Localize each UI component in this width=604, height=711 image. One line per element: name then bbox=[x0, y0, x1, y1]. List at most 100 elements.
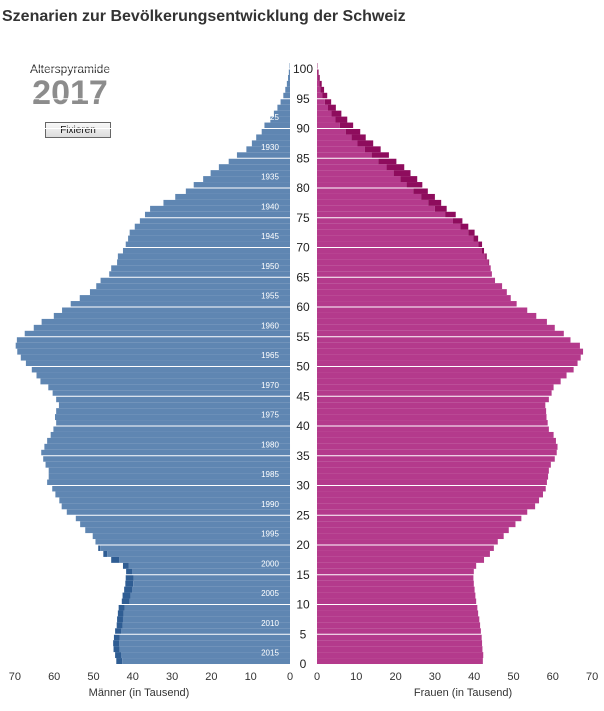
female-bar bbox=[317, 211, 446, 218]
female-bar bbox=[317, 628, 481, 635]
birth-year-label: 1965 bbox=[261, 351, 279, 360]
male-bar-extra bbox=[117, 616, 123, 623]
female-bar-extra bbox=[445, 211, 456, 218]
female-x-tick-label: 60 bbox=[547, 671, 559, 683]
female-bar bbox=[317, 330, 564, 337]
female-bar bbox=[317, 146, 365, 153]
female-bar bbox=[317, 348, 584, 355]
male-bar-extra bbox=[113, 640, 120, 647]
female-bar-extra bbox=[386, 164, 405, 171]
female-bar bbox=[317, 366, 574, 373]
female-bar bbox=[317, 158, 379, 165]
male-bar-extra bbox=[113, 634, 120, 641]
female-bars bbox=[317, 63, 584, 664]
male-x-tick-label: 50 bbox=[87, 671, 99, 683]
age-tick-label: 70 bbox=[296, 241, 310, 255]
fix-button[interactable]: Fixieren bbox=[45, 122, 111, 138]
male-bar bbox=[52, 390, 290, 397]
male-bar bbox=[52, 485, 291, 492]
female-bar bbox=[317, 336, 571, 343]
female-bar bbox=[317, 574, 474, 581]
male-bar bbox=[53, 426, 290, 432]
female-x-tick-label: 70 bbox=[586, 671, 598, 683]
male-bar-extra bbox=[111, 556, 120, 563]
female-bar bbox=[317, 205, 435, 212]
male-bar-extra bbox=[118, 604, 125, 611]
male-bar bbox=[50, 431, 290, 438]
female-bar bbox=[317, 140, 358, 147]
female-bar bbox=[317, 271, 492, 278]
age-tick-label: 35 bbox=[296, 449, 310, 463]
male-bar-extra bbox=[125, 574, 134, 581]
male-axis-label: Männer (in Tausend) bbox=[89, 687, 190, 699]
female-bar bbox=[317, 521, 516, 528]
male-bar bbox=[134, 223, 290, 230]
female-bar-extra bbox=[413, 188, 428, 194]
male-bar-extra bbox=[116, 622, 123, 629]
male-bar bbox=[203, 176, 290, 183]
male-bar-extra bbox=[103, 550, 108, 557]
female-bar bbox=[317, 301, 517, 307]
female-bar-extra bbox=[317, 69, 319, 75]
female-bar-extra bbox=[481, 247, 485, 254]
female-bar bbox=[317, 616, 480, 623]
female-bar bbox=[317, 473, 549, 480]
birth-year-label: 1975 bbox=[261, 411, 279, 420]
female-bar bbox=[317, 318, 547, 325]
female-bar-extra bbox=[331, 110, 342, 117]
female-bar-extra bbox=[324, 98, 332, 105]
birth-year-label: 1950 bbox=[261, 262, 279, 271]
female-bar bbox=[317, 640, 483, 647]
female-bar bbox=[317, 134, 352, 141]
male-bar bbox=[100, 545, 291, 551]
birth-year-label: 2000 bbox=[261, 559, 279, 568]
female-x-tick-label: 30 bbox=[429, 671, 441, 683]
male-bar bbox=[48, 467, 291, 474]
male-bar bbox=[193, 182, 290, 188]
male-x-tick-label: 20 bbox=[205, 671, 217, 683]
male-bar bbox=[43, 455, 291, 462]
female-bar-extra bbox=[478, 241, 483, 248]
male-bar bbox=[133, 580, 290, 587]
male-bar bbox=[210, 170, 290, 177]
birth-year-label: 1985 bbox=[261, 470, 279, 479]
female-bar bbox=[317, 176, 401, 183]
male-bar bbox=[59, 497, 291, 504]
birth-year-label: 2005 bbox=[261, 589, 279, 598]
male-bar bbox=[47, 479, 290, 486]
female-bar bbox=[317, 652, 484, 659]
female-bar bbox=[317, 259, 489, 266]
male-bar bbox=[56, 396, 290, 403]
male-bar-extra bbox=[122, 592, 131, 599]
female-bar bbox=[317, 354, 581, 361]
birth-year-label: 1925 bbox=[261, 113, 279, 122]
female-bar bbox=[317, 592, 476, 599]
age-tick-label: 25 bbox=[296, 508, 310, 522]
female-bar-extra bbox=[371, 152, 389, 159]
male-bar bbox=[56, 408, 290, 415]
birth-year-label: 1980 bbox=[261, 440, 279, 449]
male-bar bbox=[92, 533, 291, 540]
female-bar-extra bbox=[460, 223, 469, 230]
male-bar-extra bbox=[122, 562, 129, 569]
female-bar bbox=[317, 128, 346, 135]
male-bar bbox=[24, 330, 290, 337]
age-tick-label: 0 bbox=[300, 657, 307, 671]
age-tick-label: 20 bbox=[296, 538, 310, 552]
male-bar bbox=[285, 86, 290, 93]
female-bar bbox=[317, 449, 557, 456]
female-x-tick-label: 40 bbox=[468, 671, 480, 683]
age-tick-label: 10 bbox=[296, 598, 310, 612]
male-bar-extra bbox=[125, 580, 134, 587]
male-bar bbox=[96, 283, 290, 290]
male-bar bbox=[44, 443, 291, 450]
male-bar bbox=[33, 324, 290, 331]
female-bar bbox=[317, 414, 547, 421]
male-bar bbox=[70, 301, 291, 307]
male-bar bbox=[228, 158, 290, 165]
female-bar-extra bbox=[319, 80, 322, 87]
male-bar bbox=[56, 420, 290, 426]
female-bar bbox=[317, 515, 522, 522]
female-bar bbox=[317, 235, 474, 242]
